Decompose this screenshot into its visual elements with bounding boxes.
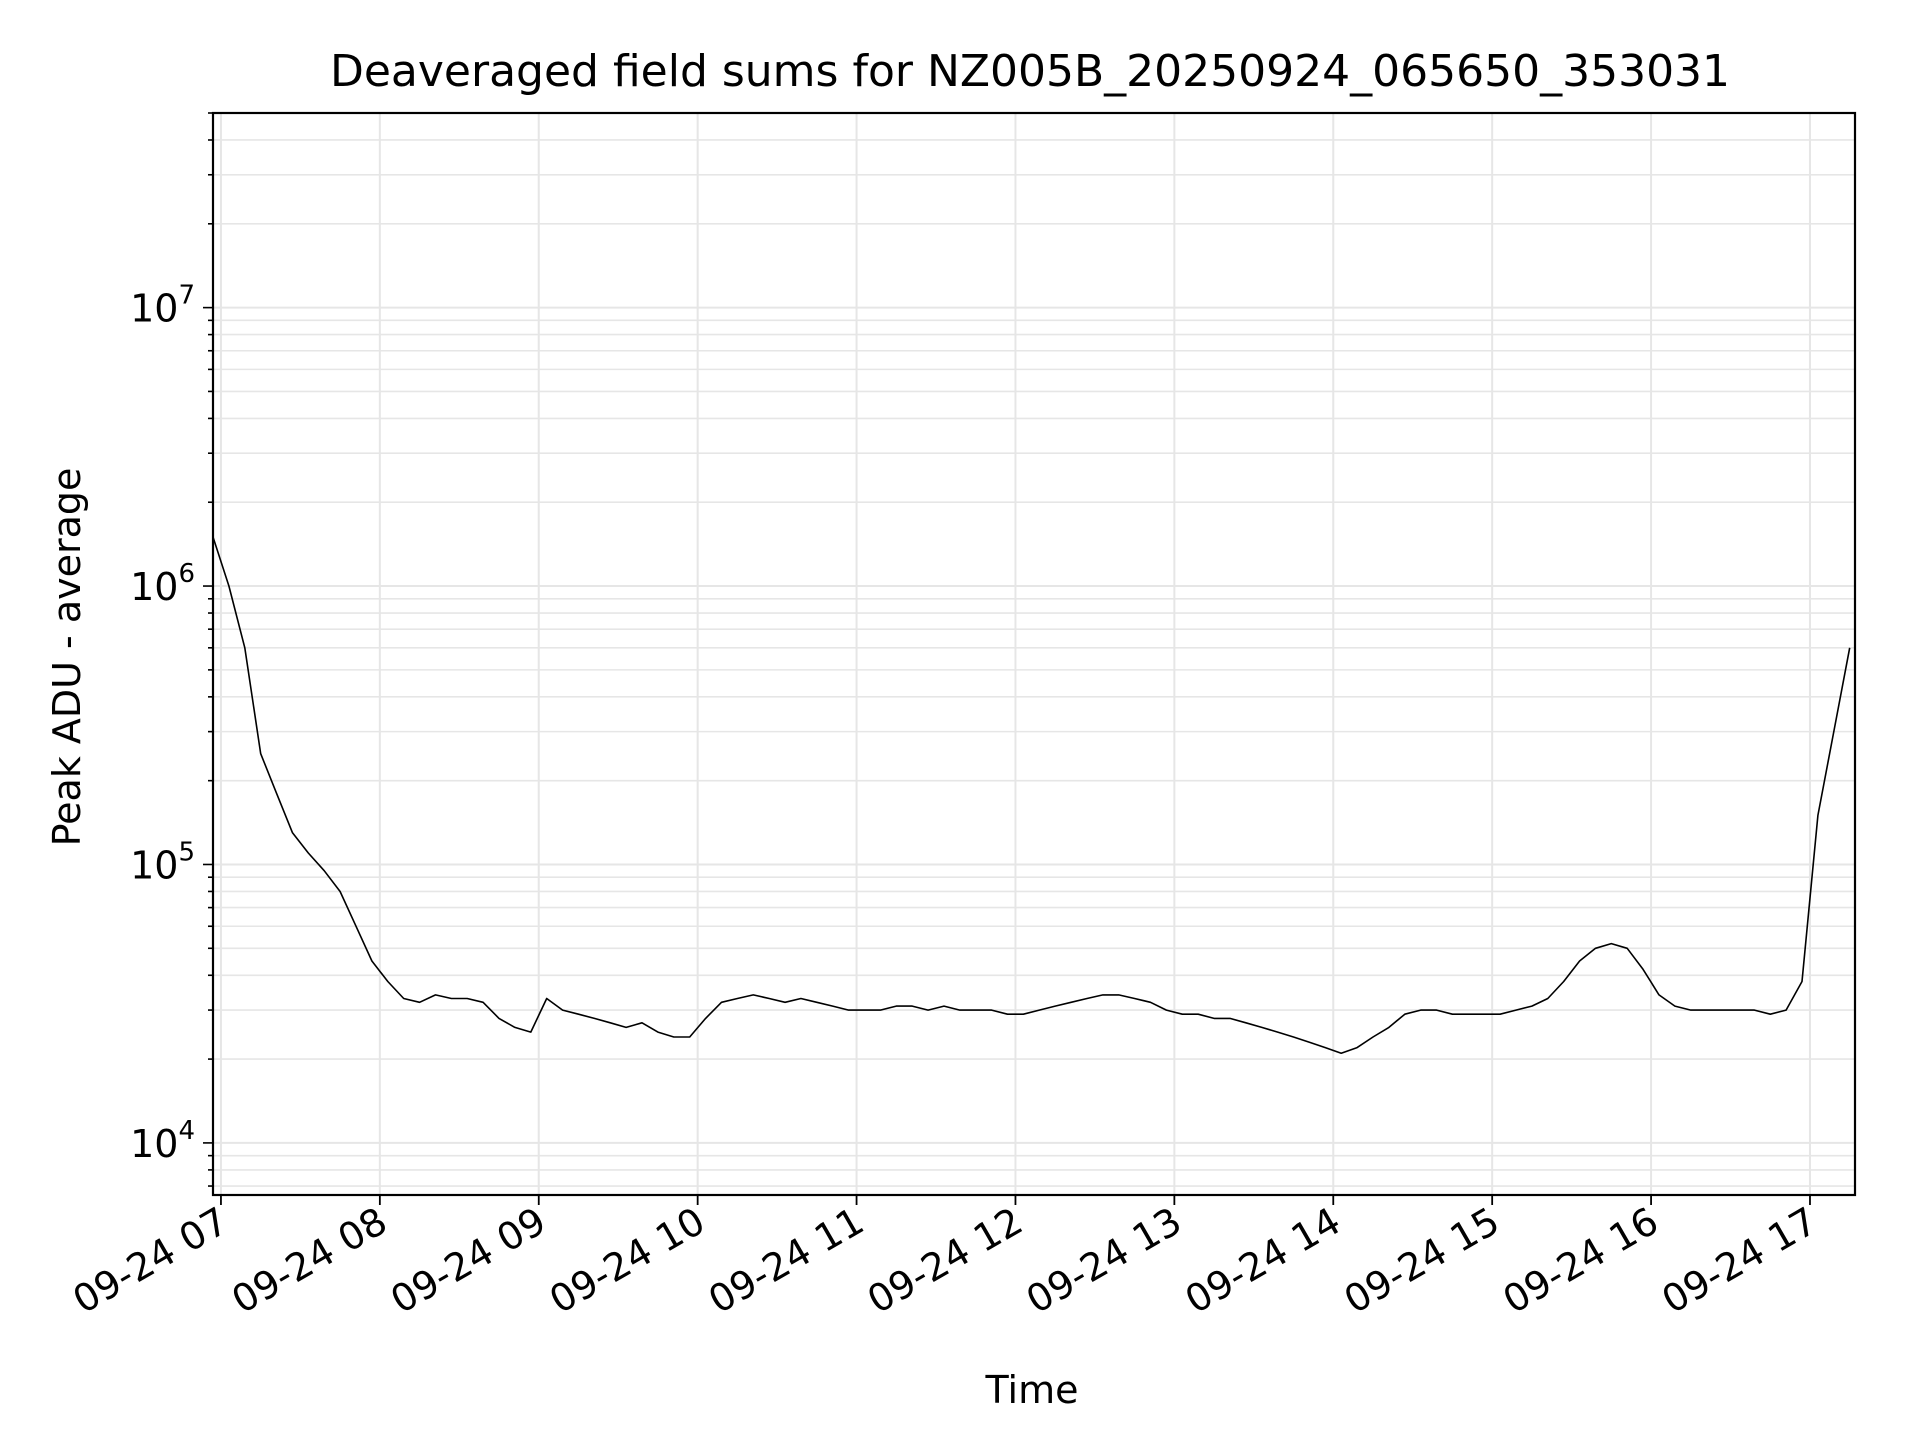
x-axis-label: Time [985,1368,1079,1412]
y-tick-label: 106 [130,559,195,609]
plot-frame [211,111,1857,1197]
y-axis-label: Peak ADU - average [45,468,89,847]
chart-title: Deaveraged field sums for NZ005B_2025092… [330,46,1730,97]
y-tick-label: 107 [130,281,195,331]
y-tick-label: 105 [130,837,195,887]
y-tick-label: 104 [130,1116,195,1166]
series-line [212,536,1851,1054]
data-series [212,536,1851,1054]
